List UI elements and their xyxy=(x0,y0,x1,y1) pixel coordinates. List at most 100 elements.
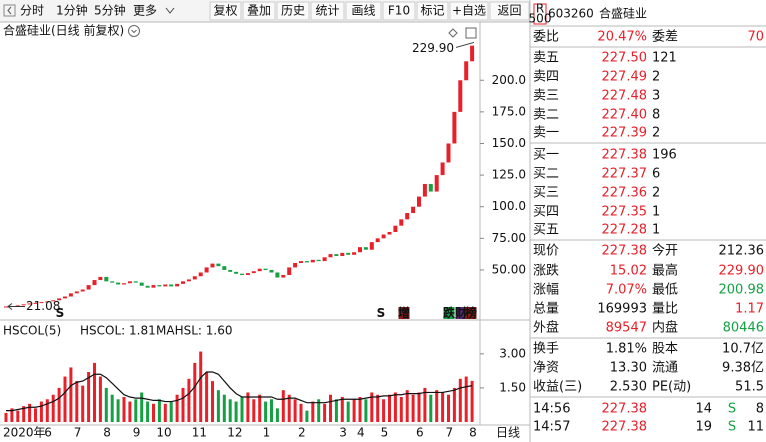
quote-cell: 212.36 xyxy=(719,244,765,259)
candle xyxy=(198,272,203,277)
candle xyxy=(216,263,221,267)
x-tick-label: 2020年 xyxy=(3,426,46,440)
quote-cell: 15.02 xyxy=(610,264,647,279)
toolbar-button-label: 复权 xyxy=(213,4,237,18)
quote-cell: 买二 xyxy=(533,167,559,182)
quote-cell: 70 xyxy=(747,30,764,45)
quote-cell: 1 xyxy=(652,223,660,238)
quote-cell: 10.7亿 xyxy=(722,342,764,357)
bar xyxy=(122,397,126,422)
candle xyxy=(387,232,392,235)
candle xyxy=(334,254,339,257)
quote-cell: 1.17 xyxy=(735,302,764,317)
title-menu-arrow xyxy=(131,29,137,34)
candle xyxy=(57,298,62,301)
y-tick-label: 3.00 xyxy=(499,346,526,360)
candle xyxy=(458,80,463,112)
bar xyxy=(417,392,421,422)
toolbar-button[interactable] xyxy=(345,1,382,21)
chart-title: 合盛硅业(日线 前复权) xyxy=(3,23,124,38)
indicator-title: HSCOL(5) xyxy=(3,324,61,338)
quote-cell: 委差 xyxy=(652,30,678,45)
toolbar-button-label: 标记 xyxy=(420,4,444,18)
candle xyxy=(157,285,162,287)
event-badge[interactable] xyxy=(455,307,467,319)
events: S S 增跌财榜 xyxy=(56,305,477,320)
candle xyxy=(181,281,185,284)
toolbar-button[interactable] xyxy=(242,1,276,21)
stock-code: 603260 xyxy=(548,7,594,21)
bar xyxy=(222,394,226,422)
candle xyxy=(411,206,416,214)
candle xyxy=(234,271,239,274)
toolbar-button[interactable] xyxy=(310,1,345,21)
nav-icon[interactable] xyxy=(3,4,16,17)
quote-cell: 7.07% xyxy=(606,283,647,298)
toolbar-tab[interactable]: 更多 xyxy=(133,4,157,18)
candle xyxy=(263,268,268,270)
legend-entry: HSCOL: 1.81 xyxy=(80,324,156,338)
y-tick-label: 125.0 xyxy=(492,168,526,182)
bar xyxy=(329,394,332,422)
event-badge[interactable] xyxy=(465,307,477,319)
period-label: 日线 xyxy=(496,426,520,440)
event-badge[interactable] xyxy=(398,307,410,319)
quote-cell: 196 xyxy=(652,148,677,163)
toolbar-button[interactable] xyxy=(449,1,489,21)
bar xyxy=(199,351,203,422)
candle xyxy=(417,196,421,207)
bar xyxy=(175,394,179,422)
bar xyxy=(110,394,114,422)
candle xyxy=(375,238,380,243)
toolbar-button[interactable] xyxy=(382,1,416,21)
max-label: 229.90 xyxy=(412,41,454,55)
candle xyxy=(316,259,321,262)
toolbar-button[interactable] xyxy=(209,1,242,21)
quote-cell: 现价 xyxy=(533,244,559,259)
toolbar-tab[interactable]: 1分钟 xyxy=(56,3,88,18)
y-tick-label: 100.0 xyxy=(492,199,526,213)
expand-icon[interactable] xyxy=(465,27,477,39)
x-tick-label: 6 xyxy=(44,426,52,440)
event-marker[interactable]: S xyxy=(377,306,386,320)
candle xyxy=(363,247,368,250)
toolbar-button[interactable] xyxy=(489,1,530,21)
toolbar-tab[interactable]: 分时 xyxy=(20,4,44,18)
x-tick-label: 2 xyxy=(298,426,306,440)
candle xyxy=(21,304,26,306)
quote-cell: 20.47% xyxy=(597,30,647,45)
bar xyxy=(81,385,85,422)
line xyxy=(6,371,473,412)
candle xyxy=(464,61,469,81)
candle xyxy=(381,234,386,239)
y-tick-label: 75.00 xyxy=(492,231,526,245)
quote-cell: 200.98 xyxy=(719,283,765,298)
event-marker[interactable]: 财 xyxy=(454,305,467,320)
bar xyxy=(246,392,250,422)
event-marker[interactable]: 榜 xyxy=(465,305,477,320)
x-tick-label: 1 xyxy=(263,426,271,440)
candle xyxy=(340,252,345,257)
event-marker[interactable]: S xyxy=(56,306,65,320)
toolbar-button[interactable] xyxy=(276,1,310,21)
trade-cell: S xyxy=(728,420,736,435)
trade-cell: 19 xyxy=(695,420,712,435)
quote-cell: 227.40 xyxy=(602,108,648,123)
bar xyxy=(458,378,462,422)
bar xyxy=(252,399,256,422)
quote-cell: 外盘 xyxy=(533,320,559,336)
toolbar-tab[interactable]: 5分钟 xyxy=(94,3,126,18)
bar xyxy=(57,387,61,422)
toolbar-button[interactable] xyxy=(416,1,449,21)
candle xyxy=(145,285,150,288)
title-menu[interactable] xyxy=(128,25,140,37)
candle xyxy=(151,285,156,288)
event-marker[interactable]: 增 xyxy=(398,305,410,320)
event-badge[interactable] xyxy=(443,307,455,319)
event-marker[interactable]: 跌 xyxy=(443,305,456,320)
quote-cell: 229.90 xyxy=(719,264,765,279)
bar xyxy=(128,401,132,422)
diamond-icon[interactable] xyxy=(448,28,458,38)
candle xyxy=(310,259,315,263)
bar xyxy=(157,399,161,422)
